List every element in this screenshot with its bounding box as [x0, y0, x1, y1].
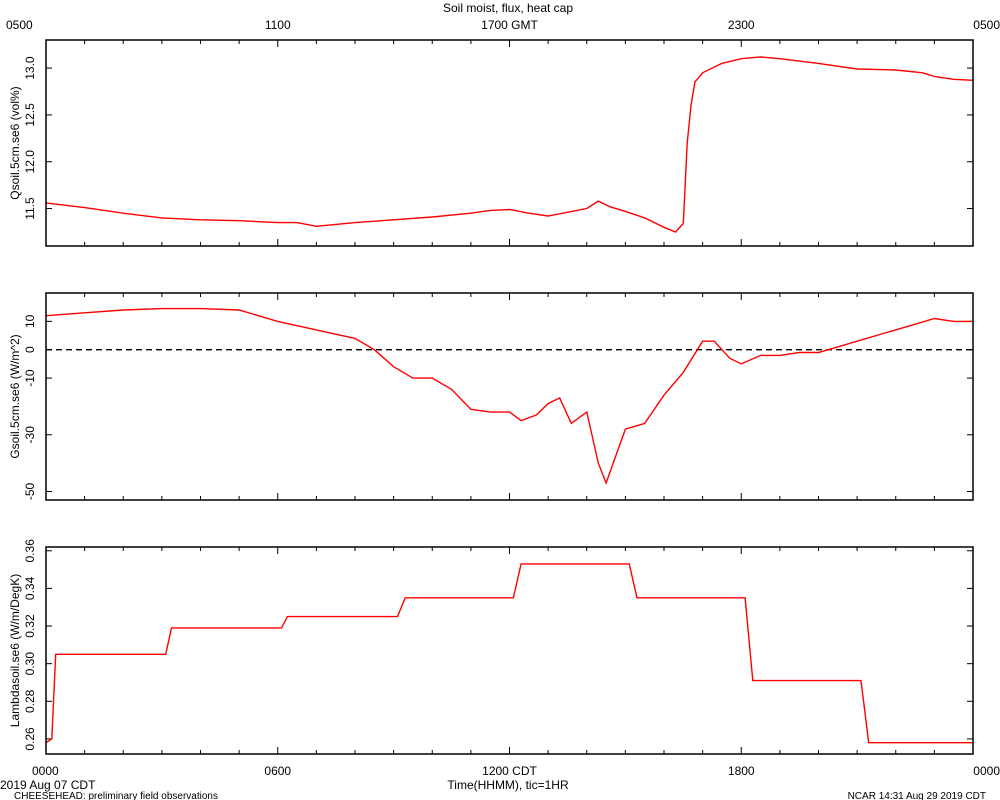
footer-source: CHEESEHEAD: preliminary field observatio…: [14, 791, 218, 800]
y-tick-label: 11.5: [23, 197, 37, 220]
top-tick-label: 0500: [973, 18, 1000, 32]
footer-date: 2019 Aug 07 CDT: [0, 778, 96, 792]
bottom-tick-label: 0000: [32, 764, 59, 778]
top-tick-label: 2300: [728, 18, 755, 32]
bottom-tick-label: 1200 CDT: [482, 764, 537, 778]
bottom-tick-label: 0600: [264, 764, 291, 778]
panel-frame: [45, 546, 974, 755]
y-axis-title: Gsoil.5cm.se6 (W/m^2): [8, 334, 22, 458]
y-tick-label: 12.5: [23, 103, 37, 127]
panel-2: 10 0 -10 -30 -50 Gsoil.5cm.se6 (W/m^2): [8, 292, 974, 501]
y-tick-label: 0.36: [23, 539, 37, 563]
top-tick-label: 1100: [265, 18, 291, 32]
footer-stamp: NCAR 14:31 Aug 29 2019 CDT: [848, 791, 986, 800]
y-tick-label: 0.30: [23, 652, 37, 676]
bottom-tick-label: 0000: [973, 764, 1000, 778]
chart-title: Soil moist, flux, heat cap: [443, 1, 573, 15]
series-line: [45, 56, 974, 233]
series-line: [45, 563, 973, 744]
y-tick-label: 0.28: [23, 689, 37, 713]
top-tick-label: 1700 GMT: [481, 18, 538, 32]
panel-frame: [45, 39, 974, 247]
y-tick-label: 0: [23, 346, 37, 353]
top-tick-label: 0500: [6, 18, 33, 32]
y-axis-title: Lambdasoil.se6 (W/m/DegK): [8, 574, 22, 727]
y-tick-label: -50: [23, 482, 37, 500]
bottom-tick-label: 1800: [728, 764, 755, 778]
y-axis-title: Qsoil.5cm.se6 (vol%): [8, 86, 22, 199]
x-axis-title: Time(HHMM), tic=1HR: [447, 778, 569, 792]
y-tick-label: 0.34: [23, 576, 37, 600]
y-tick-label: 0.26: [23, 727, 37, 751]
y-tick-label: -10: [23, 369, 37, 387]
y-tick-label: 13.0: [23, 56, 37, 80]
y-tick-label: 12.0: [23, 150, 37, 174]
bottom-time-axis: 0000 0600 1200 CDT 1800 0000: [32, 764, 1000, 778]
series-line: [45, 307, 973, 485]
panel-frame: [45, 292, 974, 501]
y-tick-label: 0.32: [23, 614, 37, 638]
y-tick-label: 10: [23, 314, 37, 328]
y-tick-label: -30: [23, 426, 37, 444]
top-time-axis: 0500 1100 1700 GMT 2300 0500: [6, 18, 1000, 32]
